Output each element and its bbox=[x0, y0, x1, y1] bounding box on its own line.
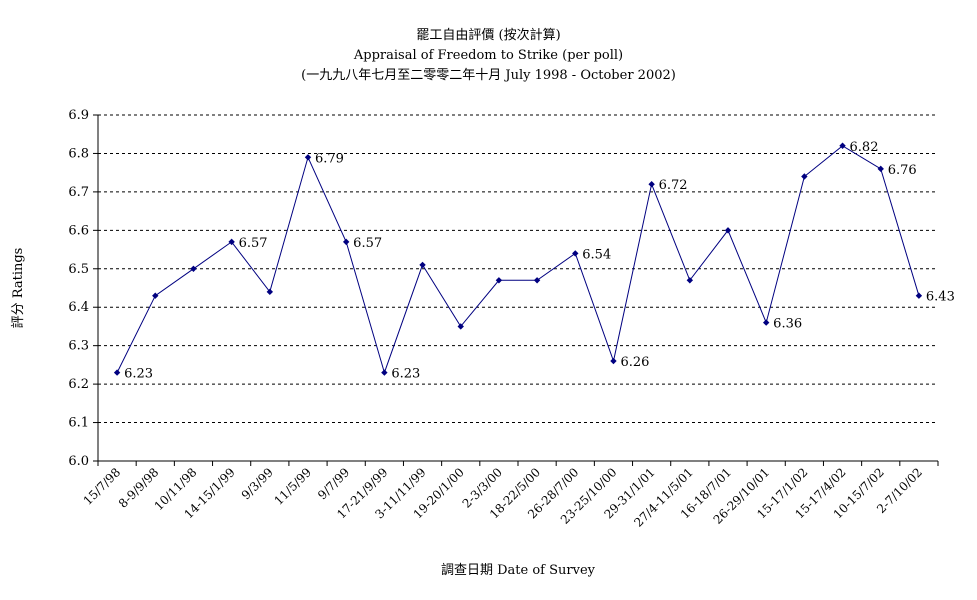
data-point bbox=[190, 265, 197, 272]
data-label: 6.76 bbox=[888, 163, 917, 178]
chart-subtitle-range: (一九九八年七月至二零零二年十月 July 1998 - October 200… bbox=[301, 68, 676, 83]
data-label: 6.79 bbox=[315, 151, 344, 166]
chart-subtitle: Appraisal of Freedom to Strike (per poll… bbox=[353, 48, 624, 63]
x-tick-label: 9/7/99 bbox=[315, 465, 352, 502]
y-tick-label: 6.4 bbox=[68, 300, 89, 315]
data-label: 6.57 bbox=[353, 236, 382, 251]
y-tick-label: 6.0 bbox=[68, 454, 89, 469]
data-point bbox=[419, 261, 426, 269]
data-label: 6.23 bbox=[124, 367, 153, 382]
x-tick-label: 9/3/99 bbox=[239, 465, 276, 502]
data-label: 6.43 bbox=[926, 290, 955, 305]
x-tick-label: 11/5/99 bbox=[272, 465, 315, 508]
data-point bbox=[495, 277, 503, 284]
y-tick-label: 6.3 bbox=[68, 339, 89, 354]
y-tick-labels: 6.0 6.1 6.2 6.3 6.4 6.5 6.6 6.7 6.8 6.9 bbox=[68, 108, 89, 469]
y-tick-label: 6.7 bbox=[68, 185, 89, 200]
data-point bbox=[648, 181, 655, 188]
data-label: 6.82 bbox=[850, 140, 879, 155]
data-labels: 6.23 6.57 6.79 6.57 6.23 6.54 6.26 6.72 6.36 6.82… bbox=[124, 140, 955, 382]
data-point bbox=[801, 173, 808, 180]
data-point bbox=[915, 292, 923, 299]
data-point bbox=[533, 277, 541, 284]
y-tick-label: 6.8 bbox=[68, 146, 89, 161]
y-tick-label: 6.6 bbox=[68, 223, 89, 238]
data-label: 6.23 bbox=[391, 367, 420, 382]
data-point bbox=[686, 277, 694, 284]
data-point bbox=[839, 142, 846, 149]
y-axis-title: 評分 Ratings bbox=[11, 248, 26, 329]
data-point bbox=[572, 250, 579, 257]
data-point bbox=[724, 227, 732, 234]
y-tick-label: 6.5 bbox=[68, 262, 89, 277]
data-point bbox=[113, 369, 121, 376]
data-point bbox=[266, 288, 274, 296]
data-label: 6.54 bbox=[582, 247, 611, 262]
grid-lines bbox=[98, 114, 938, 424]
data-point bbox=[228, 238, 235, 246]
axes bbox=[93, 114, 939, 466]
data-point bbox=[877, 165, 884, 173]
chart-title-block: 罷工自由評價 (按次計算) Appraisal of Freedom to St… bbox=[0, 26, 977, 86]
data-point bbox=[152, 292, 159, 299]
data-point bbox=[762, 319, 770, 326]
data-point bbox=[381, 369, 388, 376]
y-tick-label: 6.1 bbox=[68, 416, 89, 431]
series-line bbox=[116, 145, 920, 375]
data-label: 6.72 bbox=[659, 178, 688, 193]
chart-title: 罷工自由評價 (按次計算) bbox=[416, 28, 561, 43]
y-tick-label: 6.9 bbox=[68, 108, 89, 123]
series-ratings bbox=[113, 142, 923, 376]
data-point bbox=[342, 238, 350, 246]
data-label: 6.57 bbox=[239, 236, 268, 251]
data-point bbox=[304, 154, 312, 161]
data-label: 6.36 bbox=[773, 317, 802, 332]
y-tick-label: 6.2 bbox=[68, 377, 89, 392]
data-label: 6.26 bbox=[620, 355, 649, 370]
x-axis-title: 調查日期 Date of Survey bbox=[441, 563, 596, 578]
data-point bbox=[610, 357, 617, 365]
data-point bbox=[457, 323, 464, 330]
